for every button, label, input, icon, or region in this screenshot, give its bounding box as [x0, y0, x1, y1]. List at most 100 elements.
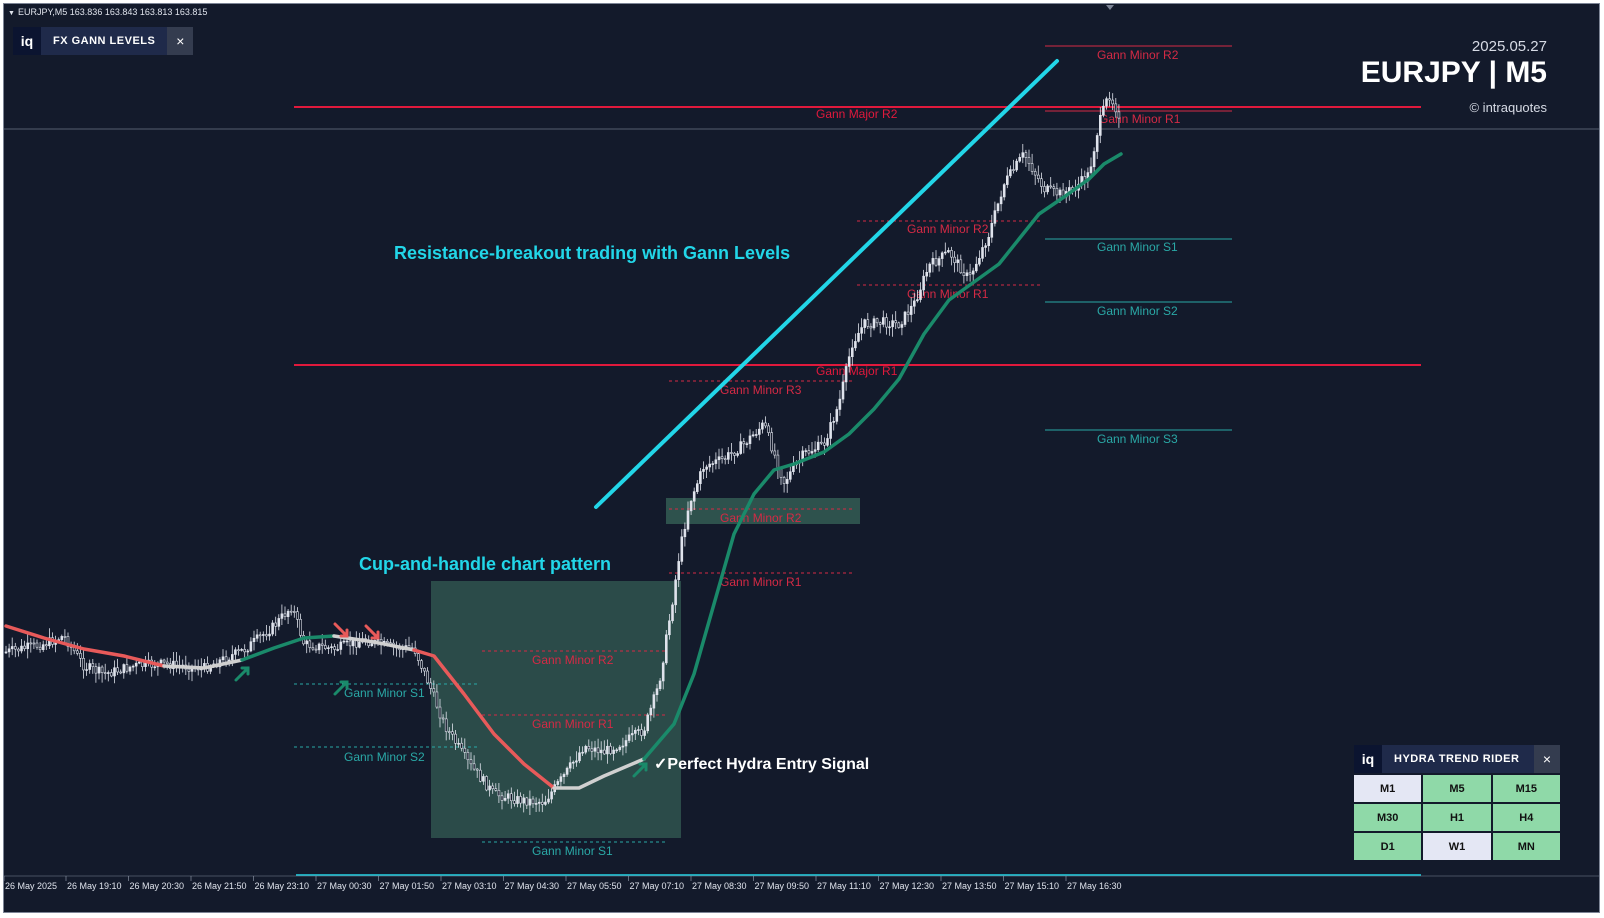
candle-body — [832, 421, 836, 423]
gann-major-level-label: Gann Major R1 — [816, 364, 898, 378]
signal-arrow-up-icon — [333, 680, 349, 696]
fx-panel-close-icon[interactable]: × — [167, 27, 194, 55]
hydra-panel-close-icon[interactable]: × — [1534, 745, 1560, 773]
candle-body — [358, 641, 361, 648]
candle-body — [441, 717, 445, 720]
candle-body — [637, 729, 640, 731]
candle-body — [810, 451, 814, 454]
candle-body — [699, 471, 702, 484]
dropdown-triangle-icon[interactable]: ▼ — [8, 10, 15, 17]
candle-body — [138, 661, 141, 664]
candle-body — [540, 801, 544, 805]
hydra-moving-average-segment — [162, 658, 244, 670]
candle-body — [723, 458, 727, 461]
candle-body — [757, 428, 761, 435]
candle-body — [919, 289, 922, 300]
timeframe-button-d1[interactable]: D1 — [1354, 833, 1422, 860]
candle-body — [162, 659, 166, 663]
x-axis-tick-label: 27 May 07:10 — [630, 881, 685, 891]
candle-body — [175, 660, 178, 666]
timeframe-button-mn[interactable]: MN — [1492, 833, 1560, 860]
candle-body — [494, 788, 498, 791]
annotation-resistance-breakout: Resistance-breakout trading with Gann Le… — [394, 243, 790, 263]
candle-body — [869, 326, 873, 329]
candle-body — [962, 272, 966, 276]
candle-body — [534, 803, 538, 805]
x-axis-tick-label: 27 May 03:10 — [442, 881, 497, 891]
candle-body — [813, 449, 817, 452]
candle-body — [491, 785, 495, 789]
candle-body — [739, 441, 743, 454]
x-axis-tick-label: 26 May 23:10 — [255, 881, 310, 891]
hydra-trend-rider-panel: iq HYDRA TREND RIDER × — [1354, 745, 1560, 773]
candle-body — [221, 656, 225, 661]
candle-body — [950, 250, 953, 258]
candle-body — [1012, 169, 1015, 171]
x-axis-tick-label: 27 May 04:30 — [505, 881, 560, 891]
candle-body — [1111, 99, 1114, 105]
candle-body — [888, 326, 891, 329]
candle-body — [816, 441, 820, 451]
candle-body — [547, 798, 550, 803]
gann-minor-level-label: Gann Minor S1 — [1097, 240, 1178, 254]
candle-body — [742, 441, 746, 445]
symbol-quote-line: EURJPY,M5 163.836 163.843 163.813 163.81… — [17, 7, 208, 17]
candle-body — [1058, 189, 1062, 196]
candle-body — [10, 646, 14, 650]
candle-body — [956, 259, 960, 263]
gann-minor-level-label: Gann Minor R3 — [720, 383, 802, 397]
candle-body — [854, 341, 857, 349]
timeframe-button-w1[interactable]: W1 — [1423, 833, 1491, 860]
candle-body — [258, 634, 262, 637]
candle-body — [782, 477, 786, 484]
candle-body — [590, 748, 594, 752]
candle-body — [94, 666, 98, 674]
candle-body — [649, 707, 653, 716]
gann-minor-level-label: Gann Minor S3 — [1097, 432, 1178, 446]
gann-minor-level-label: Gann Minor R1 — [720, 575, 802, 589]
candle-body — [999, 196, 1003, 205]
candle-body — [661, 662, 665, 682]
candle-body — [894, 320, 898, 324]
candle-body — [1108, 98, 1111, 101]
candle-body — [1114, 103, 1118, 113]
candle-body — [237, 649, 240, 652]
candle-body — [550, 791, 553, 800]
candle-body — [327, 647, 330, 649]
timeframe-button-h1[interactable]: H1 — [1423, 804, 1491, 831]
candle-body — [308, 640, 312, 648]
candle-body — [261, 634, 265, 636]
candle-body — [829, 422, 832, 439]
candle-body — [863, 319, 867, 328]
candle-body — [984, 245, 987, 248]
candle-body — [708, 463, 712, 468]
scroll-marker-icon[interactable] — [1106, 5, 1114, 10]
candle-body — [1033, 171, 1037, 176]
resistance-trendline[interactable] — [594, 59, 1059, 509]
price-chart[interactable]: Gann Major R2 Gann Major R1 Gann Minor R2 G… — [4, 4, 1600, 913]
x-axis-tick-label: 27 May 11:10 — [817, 881, 871, 891]
candle-body — [522, 797, 526, 804]
signal-arrow-down-icon — [333, 622, 349, 638]
timeframe-button-m15[interactable]: M15 — [1492, 775, 1560, 802]
candle-body — [475, 768, 479, 771]
candle-body — [1105, 98, 1108, 107]
timeframe-button-m1[interactable]: M1 — [1354, 775, 1422, 802]
x-axis-tick-label: 26 May 2025 — [5, 881, 57, 891]
x-axis-tick-label: 27 May 12:30 — [880, 881, 935, 891]
candle-body — [674, 579, 677, 606]
candle-body — [686, 510, 690, 530]
hydra-trend-rider-title[interactable]: HYDRA TREND RIDER — [1394, 753, 1520, 765]
timeframe-button-h4[interactable]: H4 — [1492, 804, 1560, 831]
candle-body — [745, 443, 749, 445]
gann-minor-level-label: Gann Minor S2 — [344, 750, 425, 764]
candle-body — [903, 311, 907, 325]
fx-gann-levels-title[interactable]: FX GANN LEVELS — [53, 35, 156, 47]
candle-body — [311, 647, 315, 650]
candle-body — [922, 275, 925, 291]
x-axis-tick-label: 26 May 20:30 — [130, 881, 185, 891]
gann-minor-level-label: Gann Minor R2 — [532, 653, 614, 667]
candle-body — [714, 459, 718, 464]
timeframe-button-m5[interactable]: M5 — [1423, 775, 1491, 802]
timeframe-button-m30[interactable]: M30 — [1354, 804, 1422, 831]
